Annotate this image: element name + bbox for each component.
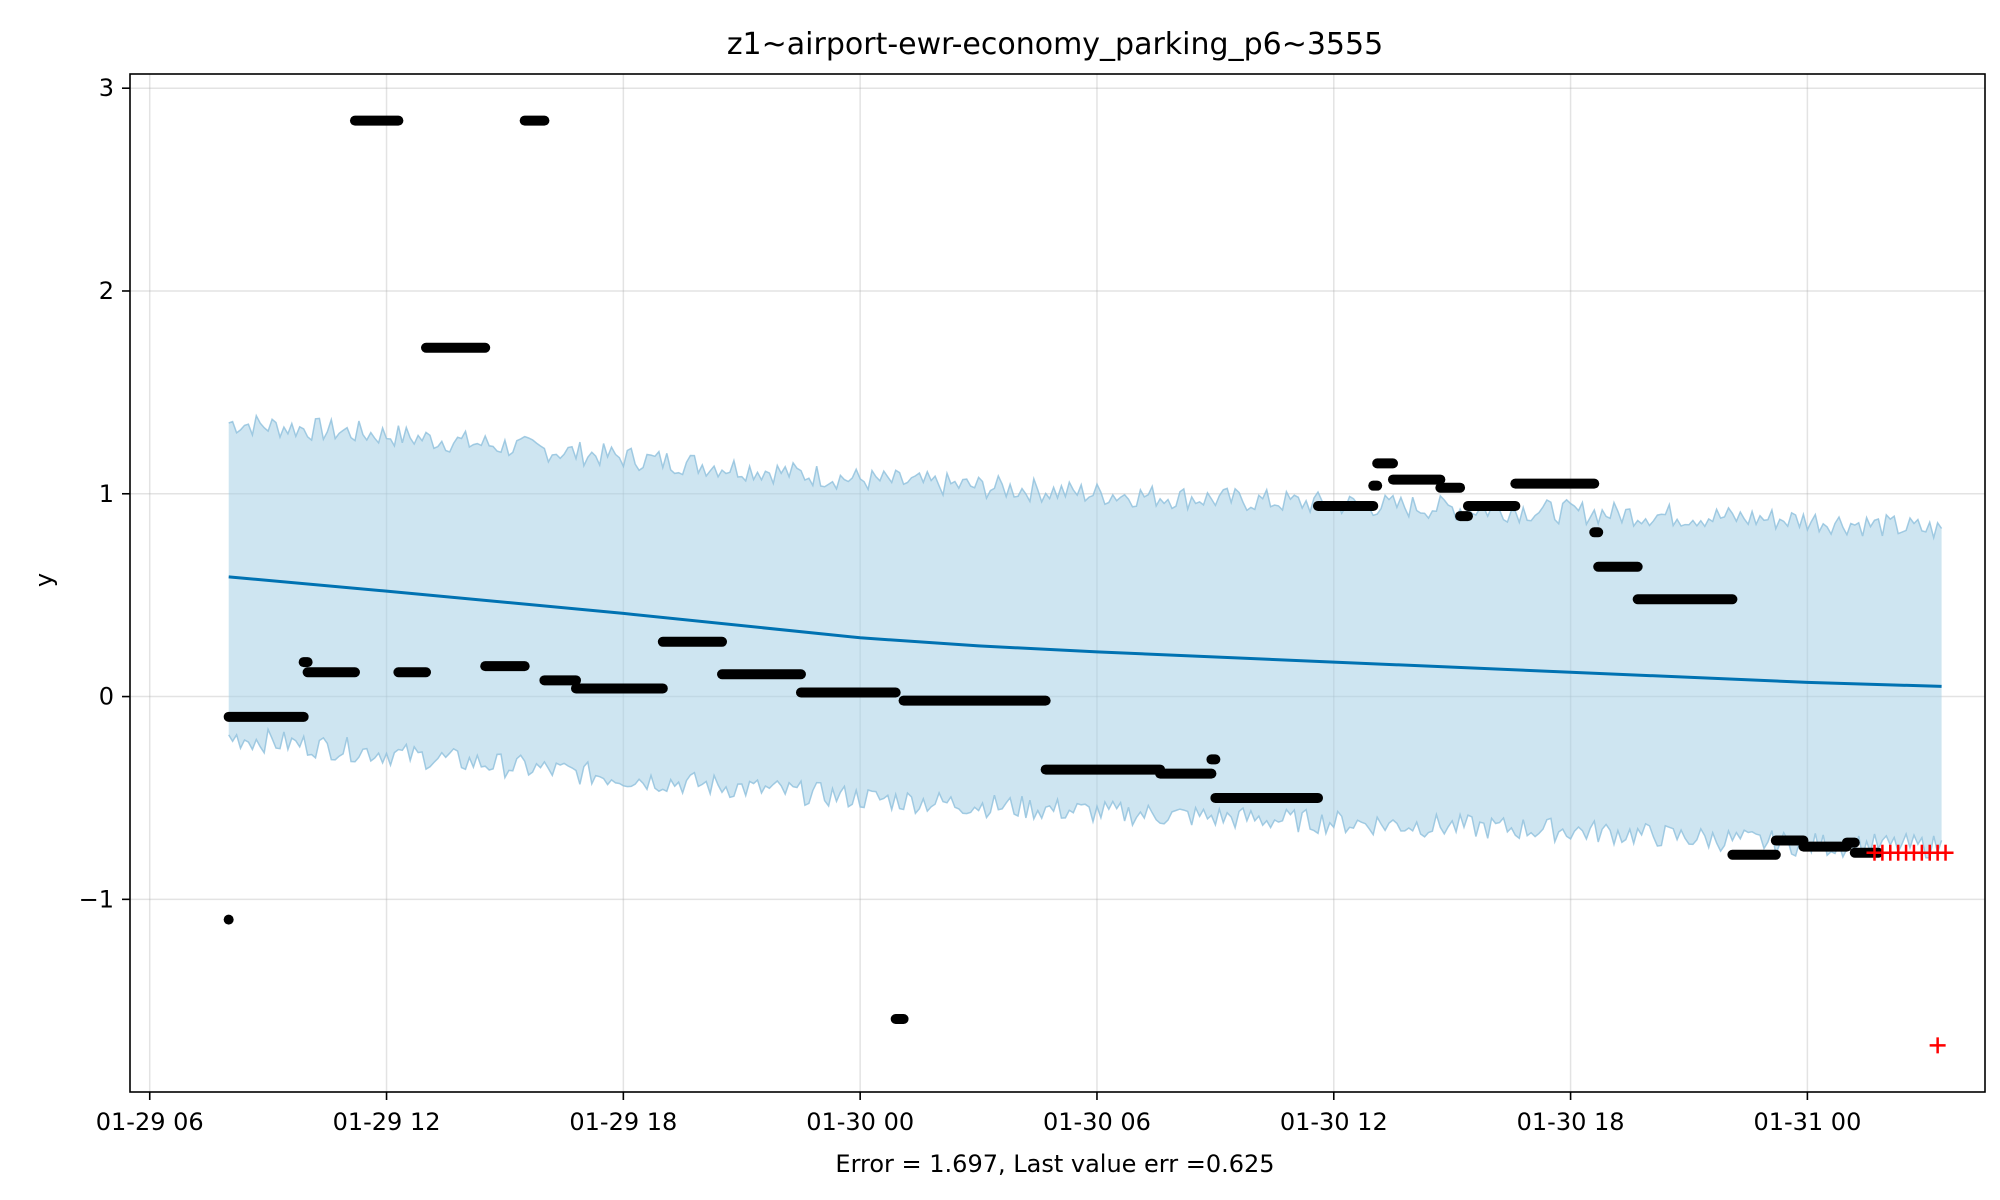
- band-lower-edge: [228, 726, 1943, 859]
- x-tick-label: 01-30 06: [1043, 1108, 1151, 1136]
- y-tick-label: 0: [99, 683, 114, 711]
- future-point: [1929, 1037, 1946, 1054]
- forecast-line: [228, 575, 1942, 688]
- y-tick-label: 1: [99, 480, 114, 508]
- x-tick-label: 01-29 18: [569, 1108, 677, 1136]
- x-tick-label: 01-30 12: [1280, 1108, 1388, 1136]
- observed-point: [223, 914, 234, 925]
- y-tick-label: 2: [99, 277, 114, 305]
- x-tick-label: 01-29 06: [96, 1108, 204, 1136]
- x-tick-label: 01-31 00: [1753, 1108, 1861, 1136]
- uncertainty-band: [228, 415, 1942, 858]
- plot-frame: [129, 73, 1986, 1093]
- x-axis: 01-29 06 01-29 12 01-29 18 01-30 00 01-30 06…: [96, 1092, 1861, 1136]
- x-tick-label: 01-30 18: [1517, 1108, 1625, 1136]
- y-tick-label: 3: [99, 74, 114, 102]
- x-tick-label: 01-29 12: [333, 1108, 441, 1136]
- x-tick-label: 01-30 00: [806, 1108, 914, 1136]
- band-upper-edge: [228, 413, 1943, 541]
- x-axis-label: Error = 1.697, Last value err =0.625: [835, 1150, 1274, 1178]
- plot-area: [129, 73, 1986, 1093]
- y-axis-label: y: [30, 573, 58, 587]
- chart-title: z1~airport-ewr-economy_parking_p6~3555: [727, 27, 1383, 62]
- y-axis: −1 0 1 2 3: [79, 74, 130, 913]
- y-tick-label: −1: [79, 885, 114, 913]
- future-point: [1937, 844, 1954, 861]
